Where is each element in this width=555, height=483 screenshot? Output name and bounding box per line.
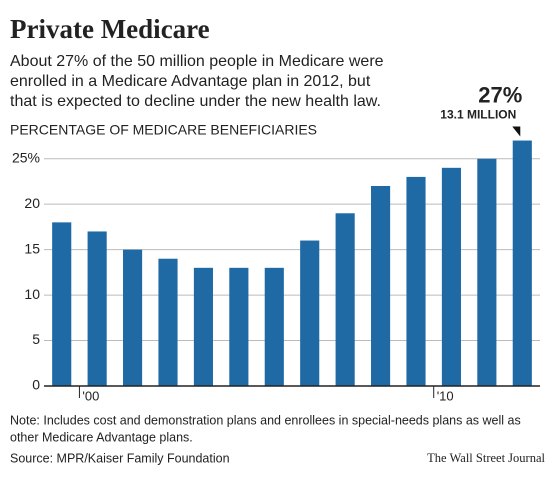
bar xyxy=(193,267,213,386)
x-tick-label: '00 xyxy=(82,388,99,403)
bar xyxy=(264,267,284,386)
annotation-pointer xyxy=(512,126,521,137)
y-tick-label: 20 xyxy=(24,195,40,211)
bar xyxy=(335,213,355,386)
bar xyxy=(512,140,532,386)
bar xyxy=(158,258,178,386)
annotation: 13.1 MILLION xyxy=(440,108,516,122)
bar xyxy=(371,186,391,386)
y-tick-label: 0 xyxy=(32,377,40,393)
bar xyxy=(123,249,143,386)
bar xyxy=(52,222,72,386)
chart-title: Private Medicare xyxy=(10,14,210,44)
y-tick-label: 5 xyxy=(32,331,40,347)
bar xyxy=(406,176,426,386)
subtitle-line: enrolled in a Medicare Advantage plan in… xyxy=(10,73,371,90)
note-line: other Medicare Advantage plans. xyxy=(10,430,193,444)
y-tick-label: 10 xyxy=(24,286,40,302)
bar xyxy=(229,267,249,386)
bar xyxy=(300,240,320,386)
note-line: Note: Includes cost and demonstration pl… xyxy=(10,413,521,427)
value-label: 27% xyxy=(478,82,522,107)
subtitle-line: About 27% of the 50 million people in Me… xyxy=(10,53,384,70)
bar xyxy=(87,231,107,386)
bar xyxy=(441,167,461,386)
y-tick-label: 15 xyxy=(24,240,40,256)
subtitle-line: that is expected to decline under the ne… xyxy=(10,93,381,110)
y-axis-label: PERCENTAGE OF MEDICARE BENEFICIARIES xyxy=(10,122,317,138)
y-tick-label: 25% xyxy=(12,149,40,165)
credit: The Wall Street Journal xyxy=(427,451,545,465)
bar xyxy=(477,158,497,386)
x-tick-label: '10 xyxy=(437,388,454,403)
source: Source: MPR/Kaiser Family Foundation xyxy=(10,451,230,465)
